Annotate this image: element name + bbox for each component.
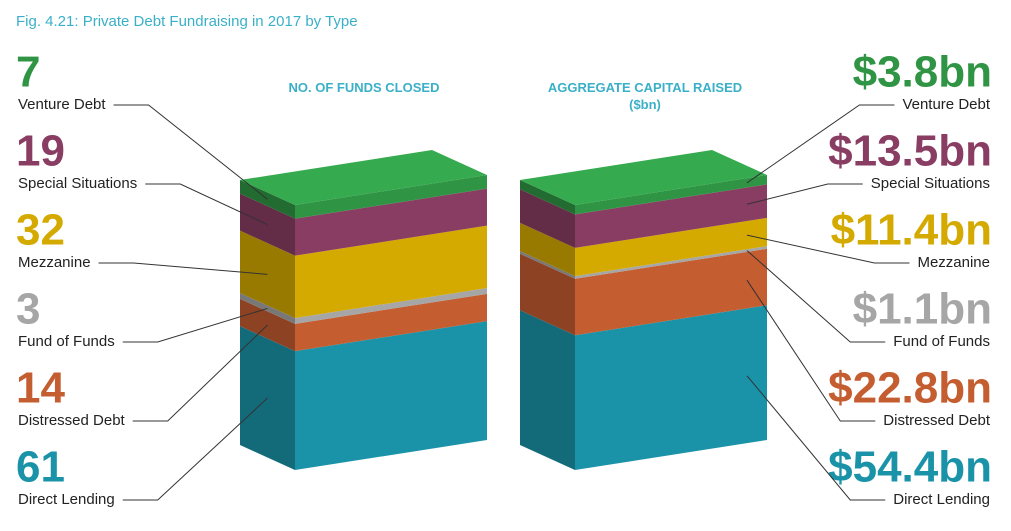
series-name: Fund of Funds (893, 333, 990, 350)
value-label: 19 (16, 127, 65, 176)
bar-segment-front (575, 175, 767, 215)
bar-segment-side (520, 189, 575, 248)
series-name: Venture Debt (902, 96, 990, 113)
bar-segment-side (520, 222, 575, 277)
bar-segment-front (295, 175, 487, 219)
value-label: 32 (16, 206, 65, 255)
bar-segment-front (295, 288, 487, 324)
leader-line (122, 397, 268, 501)
leader-line (132, 324, 268, 422)
bar-segment-front (295, 321, 487, 470)
series-name: Special Situations (18, 175, 137, 192)
category-header: NO. OF FUNDS CLOSED (288, 80, 440, 95)
value-label: 61 (16, 443, 65, 492)
leader-line (746, 104, 895, 184)
series-name: Distressed Debt (883, 412, 991, 429)
bar-segment-side (520, 253, 575, 336)
value-label: 14 (16, 364, 65, 413)
leader-line (746, 279, 876, 422)
bar-segment-front (575, 217, 767, 277)
leader-line (122, 307, 268, 343)
bar-segment-front (575, 305, 767, 470)
value-label: $22.8bn (828, 364, 992, 413)
series-name: Special Situations (871, 175, 990, 192)
bar-segment-front (575, 246, 767, 279)
bar-segment-side (520, 310, 575, 470)
bar-segment-front (575, 248, 767, 336)
leader-line (145, 183, 268, 226)
bar-segment-side (520, 180, 575, 215)
leader-line (746, 250, 886, 343)
category-header: AGGREGATE CAPITAL RAISED ($bn) (547, 80, 743, 112)
leader-line (746, 234, 910, 264)
value-label: $3.8bn (853, 48, 992, 97)
value-label: $11.4bn (831, 206, 992, 255)
value-label: $1.1bn (853, 285, 992, 334)
series-name: Venture Debt (18, 96, 106, 113)
bar-top (240, 150, 487, 205)
bar-segment-side (520, 251, 575, 279)
series-name: Direct Lending (18, 491, 115, 508)
bar-segment-front (295, 225, 487, 319)
bar-top (520, 150, 767, 205)
bar-segment-front (295, 188, 487, 256)
bar-segment-front (575, 184, 767, 248)
value-label: 7 (16, 48, 40, 97)
leader-line (746, 375, 886, 501)
value-label: $54.4bn (828, 443, 992, 492)
leader-line (98, 262, 268, 275)
value-label: 3 (16, 285, 40, 334)
bar-segment-front (295, 293, 487, 352)
leader-line (746, 183, 863, 205)
value-label: $13.5bn (828, 127, 992, 176)
series-name: Distressed Debt (18, 412, 126, 429)
chart-title: Fig. 4.21: Private Debt Fundraising in 2… (16, 13, 358, 30)
series-name: Fund of Funds (18, 333, 115, 350)
leader-line (113, 104, 268, 200)
series-name: Mezzanine (917, 254, 990, 271)
series-name: Mezzanine (18, 254, 91, 271)
series-name: Direct Lending (893, 491, 990, 508)
